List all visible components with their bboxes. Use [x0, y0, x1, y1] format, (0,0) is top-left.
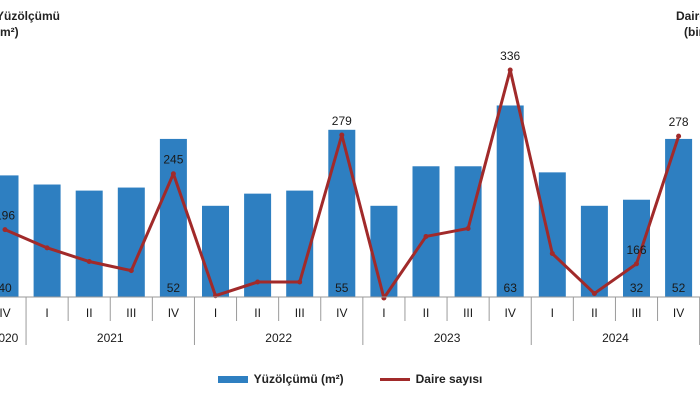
line-point-3	[128, 268, 134, 274]
quarter-label-12: IV	[505, 306, 516, 320]
bar-3	[117, 187, 145, 297]
legend-line-label: Daire sayısı	[415, 372, 483, 386]
bar-5	[202, 205, 229, 297]
line-point-6	[255, 279, 261, 285]
quarter-label-6: II	[254, 306, 261, 320]
line-point-16	[676, 133, 682, 139]
line-point-1	[44, 245, 50, 251]
line-label-8: 279	[332, 114, 352, 128]
line-point-11	[465, 225, 471, 231]
bar-13	[538, 172, 566, 297]
year-label-2024: 2024	[602, 331, 629, 345]
line-label-0: 196	[0, 209, 15, 223]
left-axis-title: Yüzölçümü (m²)	[0, 8, 60, 40]
bar-series-yuzolcumu	[0, 105, 693, 297]
line-point-13	[549, 251, 555, 257]
bar-label-12: 63	[504, 281, 518, 295]
line-point-15	[634, 261, 639, 267]
quarter-label-11: III	[463, 306, 473, 320]
quarter-label-10: II	[423, 306, 430, 320]
quarter-label-5: I	[214, 306, 217, 320]
legend: Yüzölçümü (m²) Daire sayısı	[0, 372, 700, 386]
year-label-2021: 2021	[97, 331, 124, 345]
quarter-label-15: III	[631, 306, 641, 320]
bar-12	[496, 105, 524, 297]
quarter-label-0: IV	[0, 306, 11, 320]
year-label-2022: 2022	[265, 331, 292, 345]
quarter-label-2: II	[86, 306, 93, 320]
bar-15	[623, 199, 650, 297]
bar-9	[370, 205, 398, 297]
bar-0	[0, 175, 19, 297]
quarter-label-3: III	[126, 306, 136, 320]
line-series-daire-sayisi	[2, 67, 682, 301]
quarter-label-4: IV	[168, 306, 179, 320]
bar-label-8: 55	[335, 281, 349, 295]
line-point-4	[170, 171, 176, 177]
bar-label-4: 52	[167, 281, 181, 295]
bar-label-15: 32	[630, 281, 644, 295]
bar-label-0: 40	[0, 281, 12, 295]
line-point-8	[339, 132, 345, 138]
right-axis-title-line1: Daire	[675, 9, 700, 23]
line-point-10	[423, 233, 429, 239]
bar-label-16: 52	[672, 281, 686, 295]
quarter-label-13: I	[551, 306, 554, 320]
right-axis-title: Daire (bin	[676, 8, 700, 40]
quarter-label-7: III	[295, 306, 305, 320]
line-label-16: 278	[669, 115, 689, 129]
quarter-label-16: IV	[673, 306, 684, 320]
line-label-15: 166	[626, 243, 646, 257]
quarter-label-14: II	[591, 306, 598, 320]
line-point-9	[381, 295, 387, 301]
legend-bar-swatch	[217, 375, 248, 383]
x-axis: IVIIIIIIIVIIIIIIIVIIIIIIIVIIIIIIIV202020…	[0, 296, 700, 345]
line-point-14	[591, 290, 597, 296]
legend-item-line: Daire sayısı	[379, 372, 483, 386]
quarter-label-8: IV	[336, 306, 347, 320]
legend-line-swatch	[379, 377, 410, 381]
bar-4	[159, 138, 187, 297]
line-point-12	[507, 67, 513, 73]
quarter-label-9: I	[382, 306, 385, 320]
line-labels: 196 245 279 336 166 278	[0, 49, 689, 257]
line-label-4: 245	[163, 153, 183, 167]
legend-item-bar: Yüzölçümü (m²)	[217, 372, 344, 386]
line-point-7	[297, 279, 303, 285]
bar-10	[412, 166, 440, 297]
bar-14	[580, 205, 608, 297]
bar-labels: 40 52 55 63 32 52	[0, 281, 686, 295]
quarter-label-1: I	[45, 306, 48, 320]
right-axis-title-line2: (bin	[684, 25, 700, 39]
legend-bar-label: Yüzölçümü (m²)	[253, 372, 344, 386]
bar-1	[33, 184, 61, 297]
line-point-2	[86, 259, 92, 265]
bar-2	[75, 190, 103, 297]
year-label-2023: 2023	[434, 331, 461, 345]
bar-8	[328, 129, 356, 297]
line-point-0	[2, 227, 8, 233]
left-axis-title-line2: (m²)	[0, 25, 19, 39]
line-label-12: 336	[500, 49, 520, 63]
left-axis-title-line1: Yüzölçümü	[0, 9, 61, 23]
